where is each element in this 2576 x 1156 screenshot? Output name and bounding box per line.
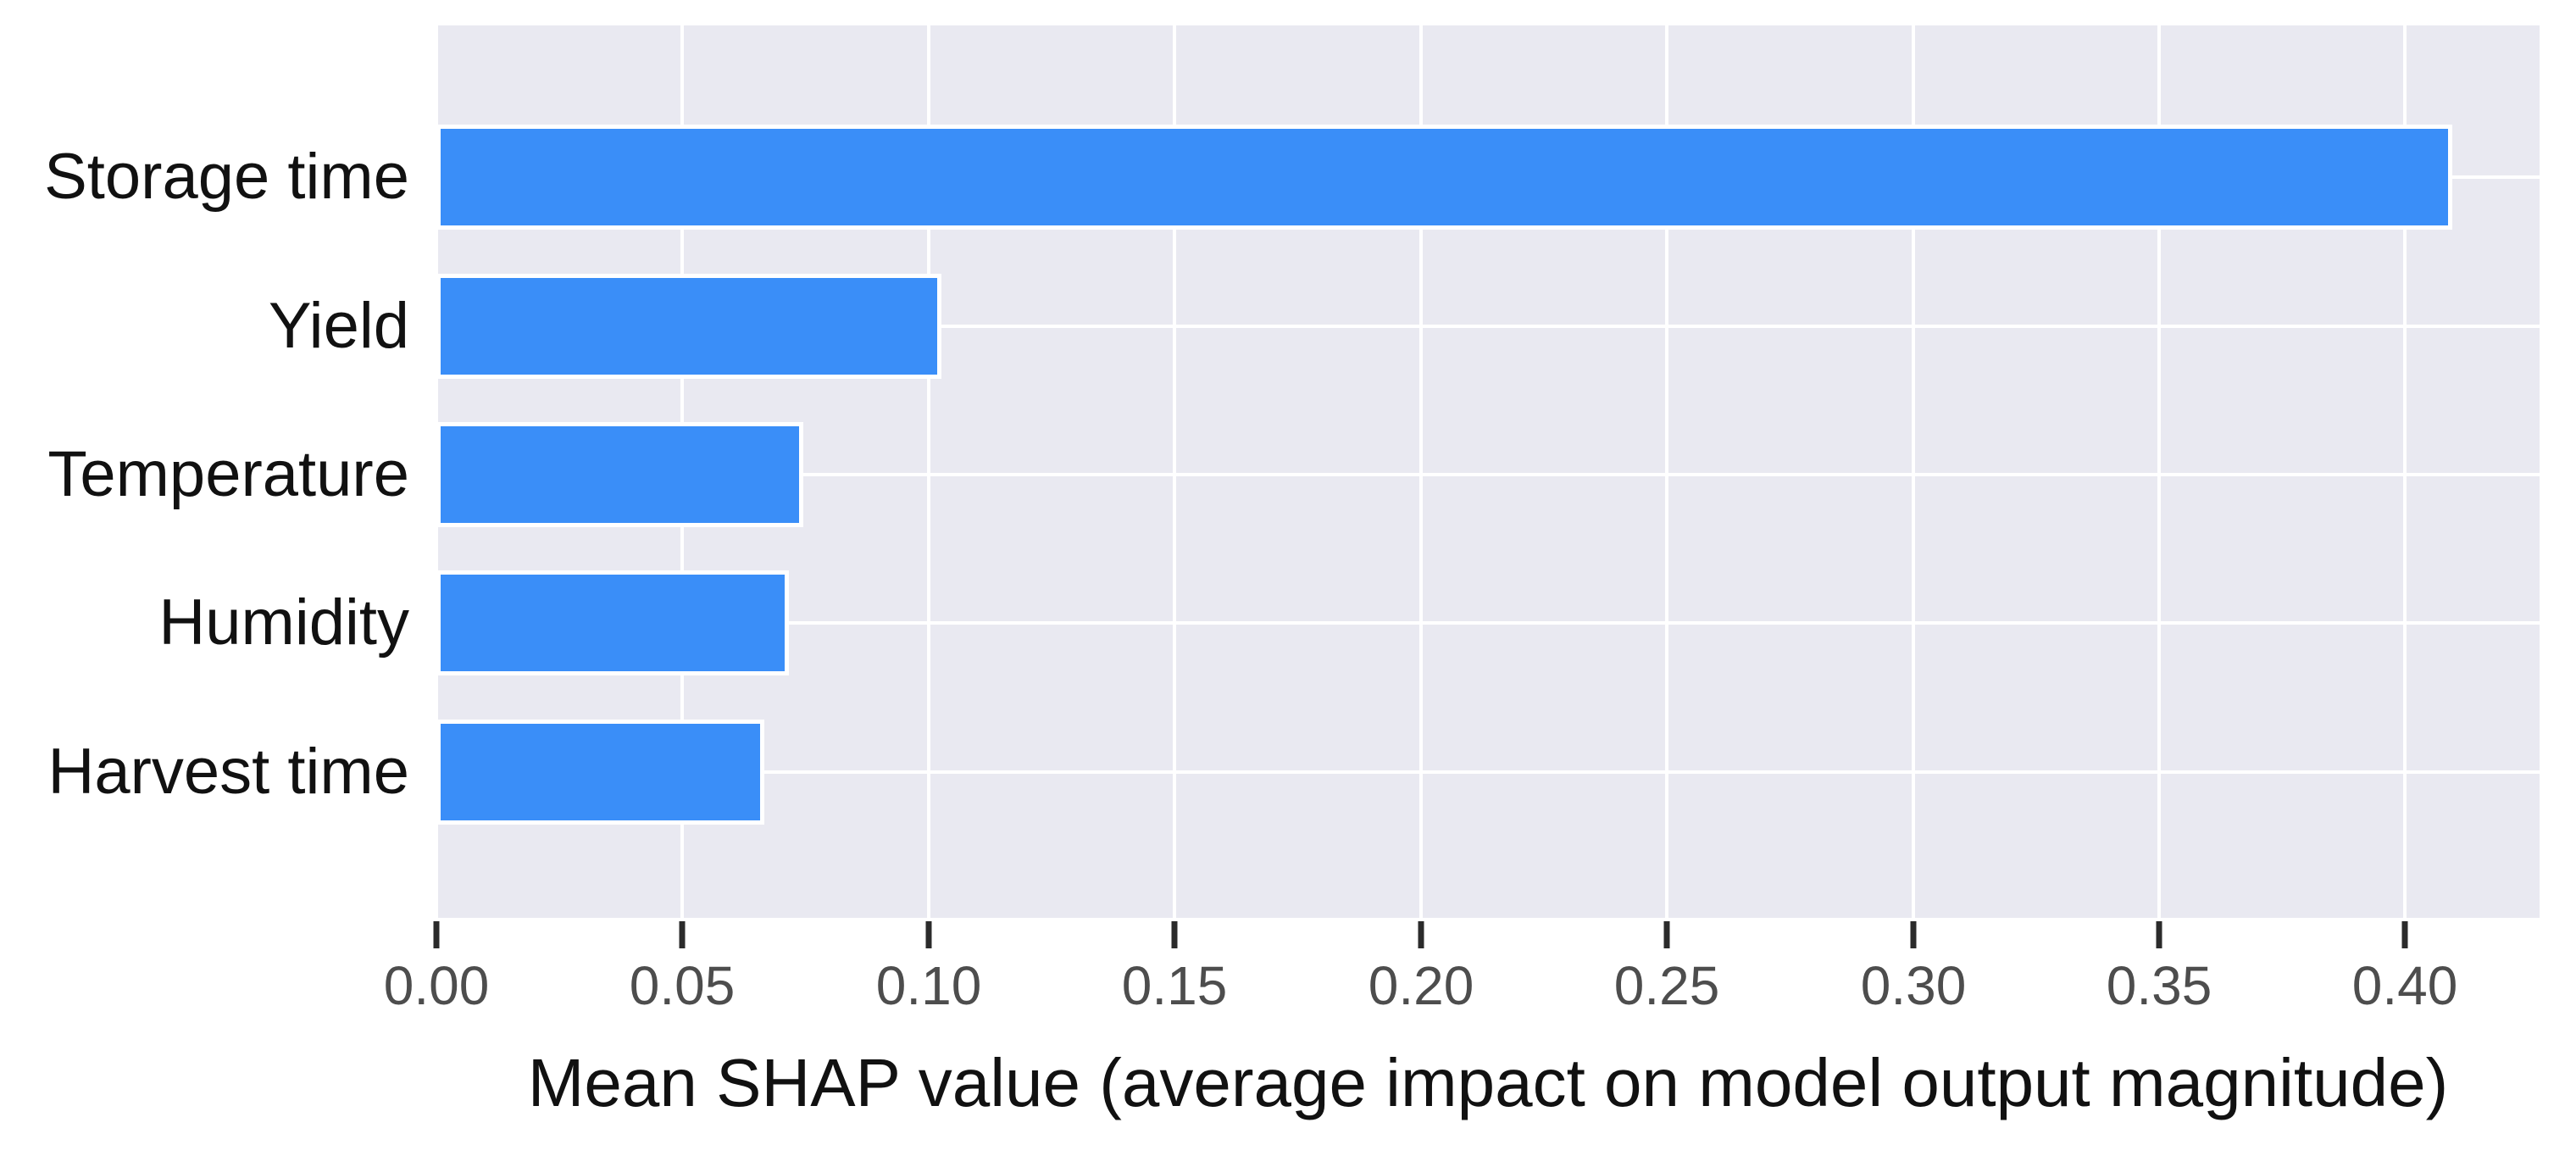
x-axis-tick-0.25 — [1663, 921, 1670, 948]
x-axis-tick-label-0.10: 0.10 — [875, 955, 982, 1016]
x-axis-tick-0.20 — [1418, 921, 1424, 948]
y-axis-label-humidity: Humidity — [158, 586, 409, 659]
gridline-horizontal-humidity — [436, 621, 2540, 625]
x-axis-tick-0.00 — [433, 921, 440, 948]
gridline-vertical-0.10 — [926, 25, 930, 918]
y-axis-label-storage-time: Storage time — [44, 141, 409, 213]
bar-harvest-time — [436, 720, 764, 825]
bar-temperature — [436, 422, 803, 527]
x-axis-tick-0.15 — [1171, 921, 1178, 948]
x-axis-tick-0.40 — [2401, 921, 2408, 948]
x-axis-tick-label-0.30: 0.30 — [1860, 955, 1967, 1016]
plot-area — [435, 25, 2540, 918]
bar-yield — [436, 274, 941, 379]
x-axis-tick-label-0.40: 0.40 — [2351, 955, 2458, 1016]
gridline-vertical-0.30 — [1911, 25, 1915, 918]
y-axis-label-harvest-time: Harvest time — [47, 736, 409, 808]
x-axis-tick-label-0.20: 0.20 — [1368, 955, 1474, 1016]
gridline-vertical-0.15 — [1173, 25, 1177, 918]
gridline-vertical-0.35 — [2157, 25, 2161, 918]
bar-storage-time — [436, 125, 2452, 230]
y-axis-label-yield: Yield — [268, 290, 409, 362]
x-axis-tick-0.05 — [679, 921, 686, 948]
x-axis-tick-0.35 — [2156, 921, 2162, 948]
bar-humidity — [436, 570, 789, 675]
gridline-vertical-0.40 — [2403, 25, 2407, 918]
x-axis-tick-label-0.35: 0.35 — [2106, 955, 2212, 1016]
gridline-vertical-0.25 — [1665, 25, 1669, 918]
gridline-horizontal-temperature — [436, 472, 2540, 476]
gridline-horizontal-yield — [436, 324, 2540, 328]
x-axis-tick-0.10 — [925, 921, 932, 948]
gridline-vertical-0.20 — [1418, 25, 1423, 918]
x-axis-tick-label-0.00: 0.00 — [383, 955, 490, 1016]
x-axis-tick-label-0.25: 0.25 — [1613, 955, 1720, 1016]
x-axis-tick-0.30 — [1910, 921, 1917, 948]
gridline-horizontal-harvest-time — [436, 770, 2540, 774]
x-axis-tick-label-0.05: 0.05 — [629, 955, 736, 1016]
y-axis-label-temperature: Temperature — [47, 438, 409, 510]
x-axis-title: Mean SHAP value (average impact on model… — [527, 1045, 2449, 1120]
x-axis-tick-label-0.15: 0.15 — [1121, 955, 1228, 1016]
